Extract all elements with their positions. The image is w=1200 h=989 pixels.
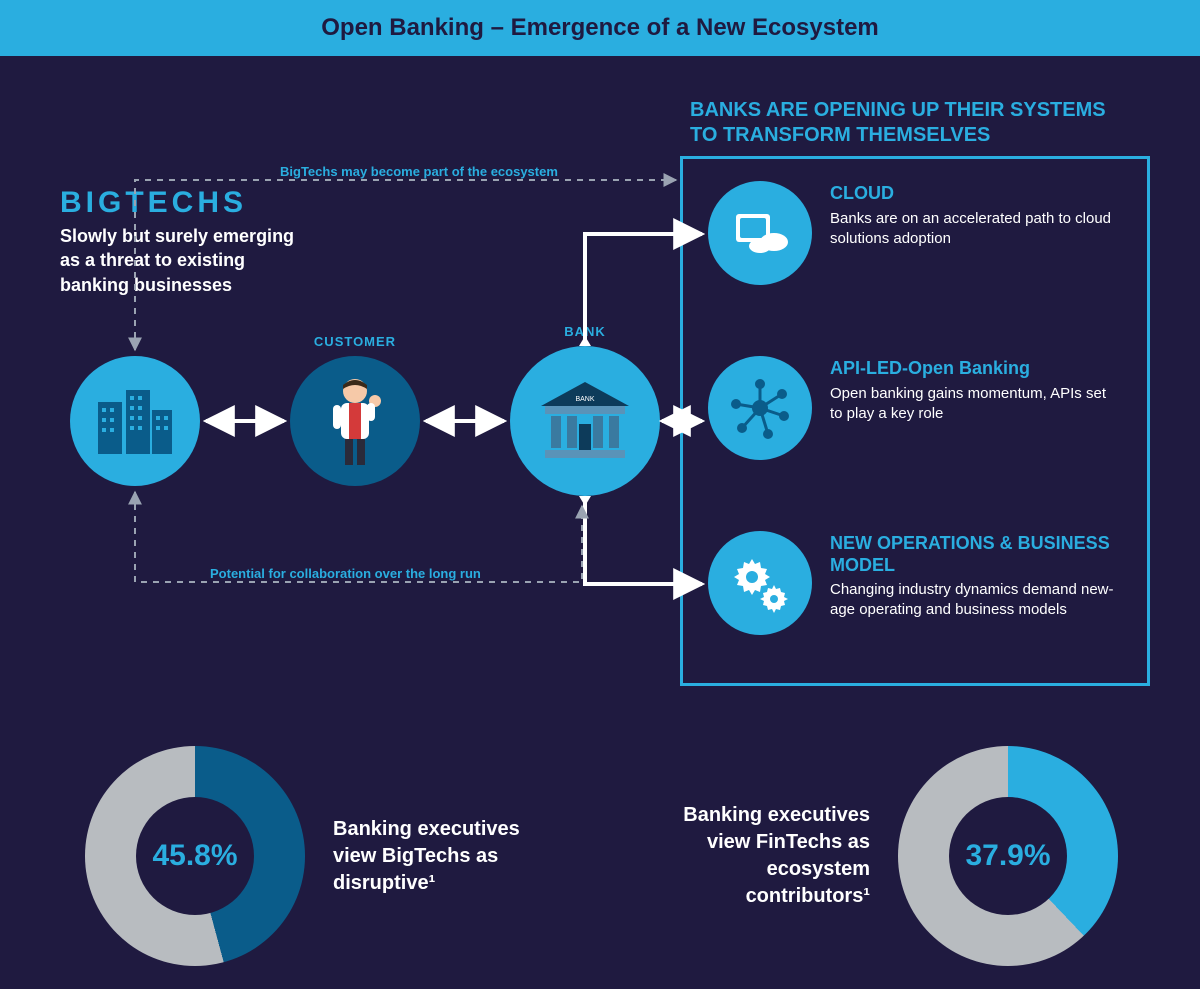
feature-ops-title: NEW OPERATIONS & BUSINESS MODEL — [830, 533, 1120, 576]
bigtechs-body: Slowly but surely emerging as a threat t… — [60, 224, 300, 297]
feature-ops: NEW OPERATIONS & BUSINESS MODEL Changing… — [708, 531, 1120, 635]
donut-bigtechs-pct: 45.8% — [152, 839, 237, 873]
bigtechs-heading: BIGTECHS — [60, 186, 300, 220]
feature-ops-body: Changing industry dynamics demand new-ag… — [830, 580, 1120, 621]
donut-fintechs-text: Banking executives view FinTechs as ecos… — [640, 802, 870, 910]
page-title: Open Banking – Emergence of a New Ecosys… — [321, 14, 879, 42]
feature-api-body: Open banking gains momentum, APIs set to… — [830, 384, 1120, 425]
gears-icon — [708, 531, 812, 635]
donut-fintechs-ring: 37.9% — [898, 746, 1118, 966]
feature-api: API-LED-Open Banking Open banking gains … — [708, 356, 1120, 460]
donut-bigtechs: 45.8% Banking executives view BigTechs a… — [85, 746, 563, 966]
donut-bigtechs-ring: 45.8% — [85, 746, 305, 966]
bank-icon: BANK — [510, 346, 660, 496]
caption-ecosystem: BigTechs may become part of the ecosyste… — [280, 164, 558, 179]
svg-text:BANK: BANK — [575, 396, 594, 403]
cloud-icon — [708, 181, 812, 285]
customer-label: CUSTOMER — [290, 334, 420, 349]
title-bar: Open Banking – Emergence of a New Ecosys… — [0, 0, 1200, 56]
feature-api-title: API-LED-Open Banking — [830, 358, 1120, 380]
customer-icon — [290, 356, 420, 486]
donut-fintechs: 37.9% Banking executives view FinTechs a… — [640, 746, 1118, 966]
donut-fintechs-pct: 37.9% — [965, 839, 1050, 873]
bigtechs-block: BIGTECHS Slowly but surely emerging as a… — [60, 186, 300, 297]
feature-cloud-title: CLOUD — [830, 183, 1120, 205]
caption-collaboration: Potential for collaboration over the lon… — [210, 566, 481, 581]
transform-box-title: BANKS ARE OPENING UP THEIR SYSTEMS TO TR… — [690, 98, 1130, 148]
donut-bigtechs-text: Banking executives view BigTechs as disr… — [333, 816, 563, 897]
feature-cloud-body: Banks are on an accelerated path to clou… — [830, 209, 1120, 250]
bigtechs-buildings-icon — [70, 356, 200, 486]
network-icon — [708, 356, 812, 460]
feature-cloud: CLOUD Banks are on an accelerated path t… — [708, 181, 1120, 285]
bank-label: BANK — [520, 324, 650, 339]
canvas: BIGTECHS Slowly but surely emerging as a… — [0, 56, 1200, 989]
